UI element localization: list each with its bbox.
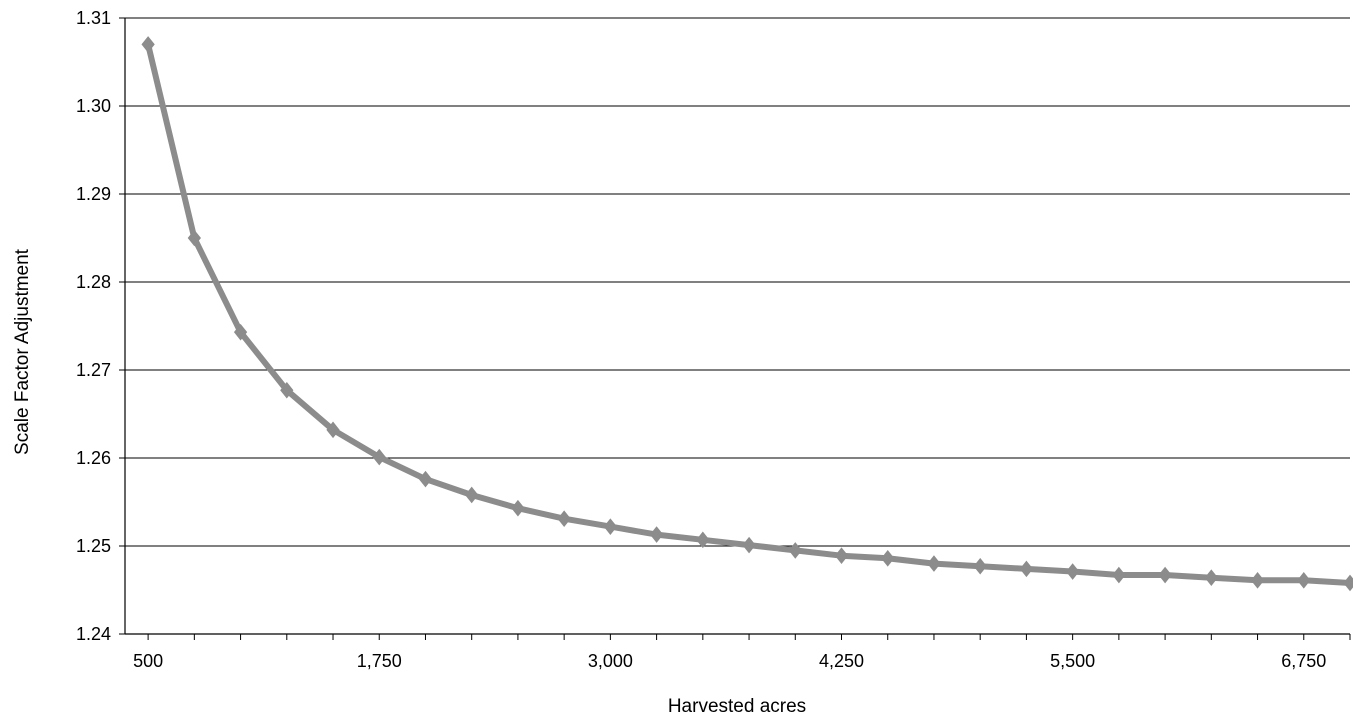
x-tick-label: 6,750 (1281, 651, 1326, 671)
y-tick-label: 1.29 (76, 184, 111, 204)
data-point-marker (187, 229, 201, 247)
y-tick-label: 1.30 (76, 96, 111, 116)
data-point-marker (1204, 569, 1218, 586)
x-tick-label: 4,250 (819, 651, 864, 671)
data-point-marker (1250, 572, 1265, 589)
data-point-marker (465, 486, 479, 504)
data-point-marker (1019, 560, 1034, 578)
y-tick-label: 1.25 (76, 536, 111, 556)
axes (124, 18, 1350, 635)
data-point-marker (418, 470, 433, 488)
y-tick-label: 1.26 (76, 448, 111, 468)
data-point-marker (1297, 572, 1311, 589)
x-axis-title: Harvested acres (668, 696, 806, 717)
y-tick-label: 1.28 (76, 272, 111, 292)
data-point-marker (511, 499, 525, 517)
gridlines (125, 17, 1350, 547)
data-point-marker (649, 526, 664, 543)
x-tick-label: 500 (133, 651, 163, 671)
data-point-marker (696, 531, 710, 549)
data-point-marker (233, 323, 248, 341)
data-point-marker (788, 542, 802, 559)
data-point-marker (742, 536, 756, 554)
data-point-marker (1158, 566, 1172, 584)
y-tick-label: 1.27 (76, 360, 111, 380)
data-point-marker (973, 557, 987, 575)
y-tick-labels: 1.24 1.25 1.26 1.27 1.28 1.29 1.30 1.31 (76, 8, 111, 644)
data-point-marker (881, 550, 895, 567)
data-point-marker (834, 547, 849, 564)
data-point-marker (927, 555, 941, 572)
data-point-marker (603, 518, 618, 535)
data-point-marker (372, 448, 386, 466)
series-line (145, 41, 1353, 586)
x-tick-label: 3,000 (588, 651, 633, 671)
data-point-marker (1066, 563, 1080, 580)
data-point-marker (280, 381, 294, 399)
tick-marks (119, 17, 1351, 640)
y-tick-label: 1.24 (76, 624, 111, 644)
x-tick-label: 5,500 (1050, 651, 1095, 671)
data-point-marker (326, 421, 340, 439)
y-axis-title: Scale Factor Adjustment (12, 248, 33, 455)
data-point-marker (1343, 574, 1353, 592)
data-point-marker (1112, 566, 1126, 584)
data-series (141, 36, 1353, 592)
data-point-marker (557, 510, 571, 528)
x-tick-labels: 500 1,750 3,000 4,250 5,500 6,750 (133, 651, 1326, 671)
x-tick-label: 1,750 (357, 651, 402, 671)
data-point-marker (141, 36, 155, 53)
y-tick-label: 1.31 (76, 8, 111, 28)
